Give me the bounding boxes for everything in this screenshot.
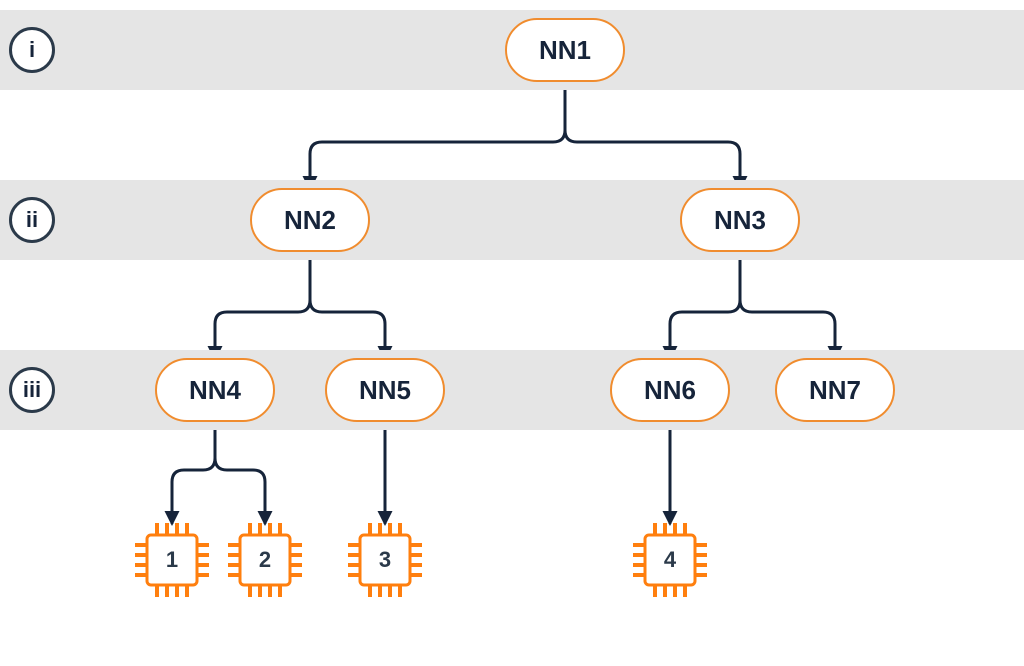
edge [670,252,740,358]
chip-label-3: 3 [360,535,410,585]
diagram-stage: iiiiiiNN1NN2NN3NN4NN5NN6NN71234 [0,0,1024,666]
node-nn5: NN5 [325,358,445,422]
edge [565,82,740,188]
node-nn2: NN2 [250,188,370,252]
row-label-ii: ii [9,197,55,243]
edge [310,252,385,358]
node-nn1: NN1 [505,18,625,82]
node-nn6: NN6 [610,358,730,422]
row-label-i: i [9,27,55,73]
node-nn3: NN3 [680,188,800,252]
row-label-iii: iii [9,367,55,413]
edge [740,252,835,358]
node-nn7: NN7 [775,358,895,422]
band-2 [0,180,1024,260]
chip-label-4: 4 [645,535,695,585]
chip-label-2: 2 [240,535,290,585]
node-nn4: NN4 [155,358,275,422]
edge [310,82,565,188]
edge [172,422,215,523]
chip-label-1: 1 [147,535,197,585]
edge [215,252,310,358]
edge [215,422,265,523]
